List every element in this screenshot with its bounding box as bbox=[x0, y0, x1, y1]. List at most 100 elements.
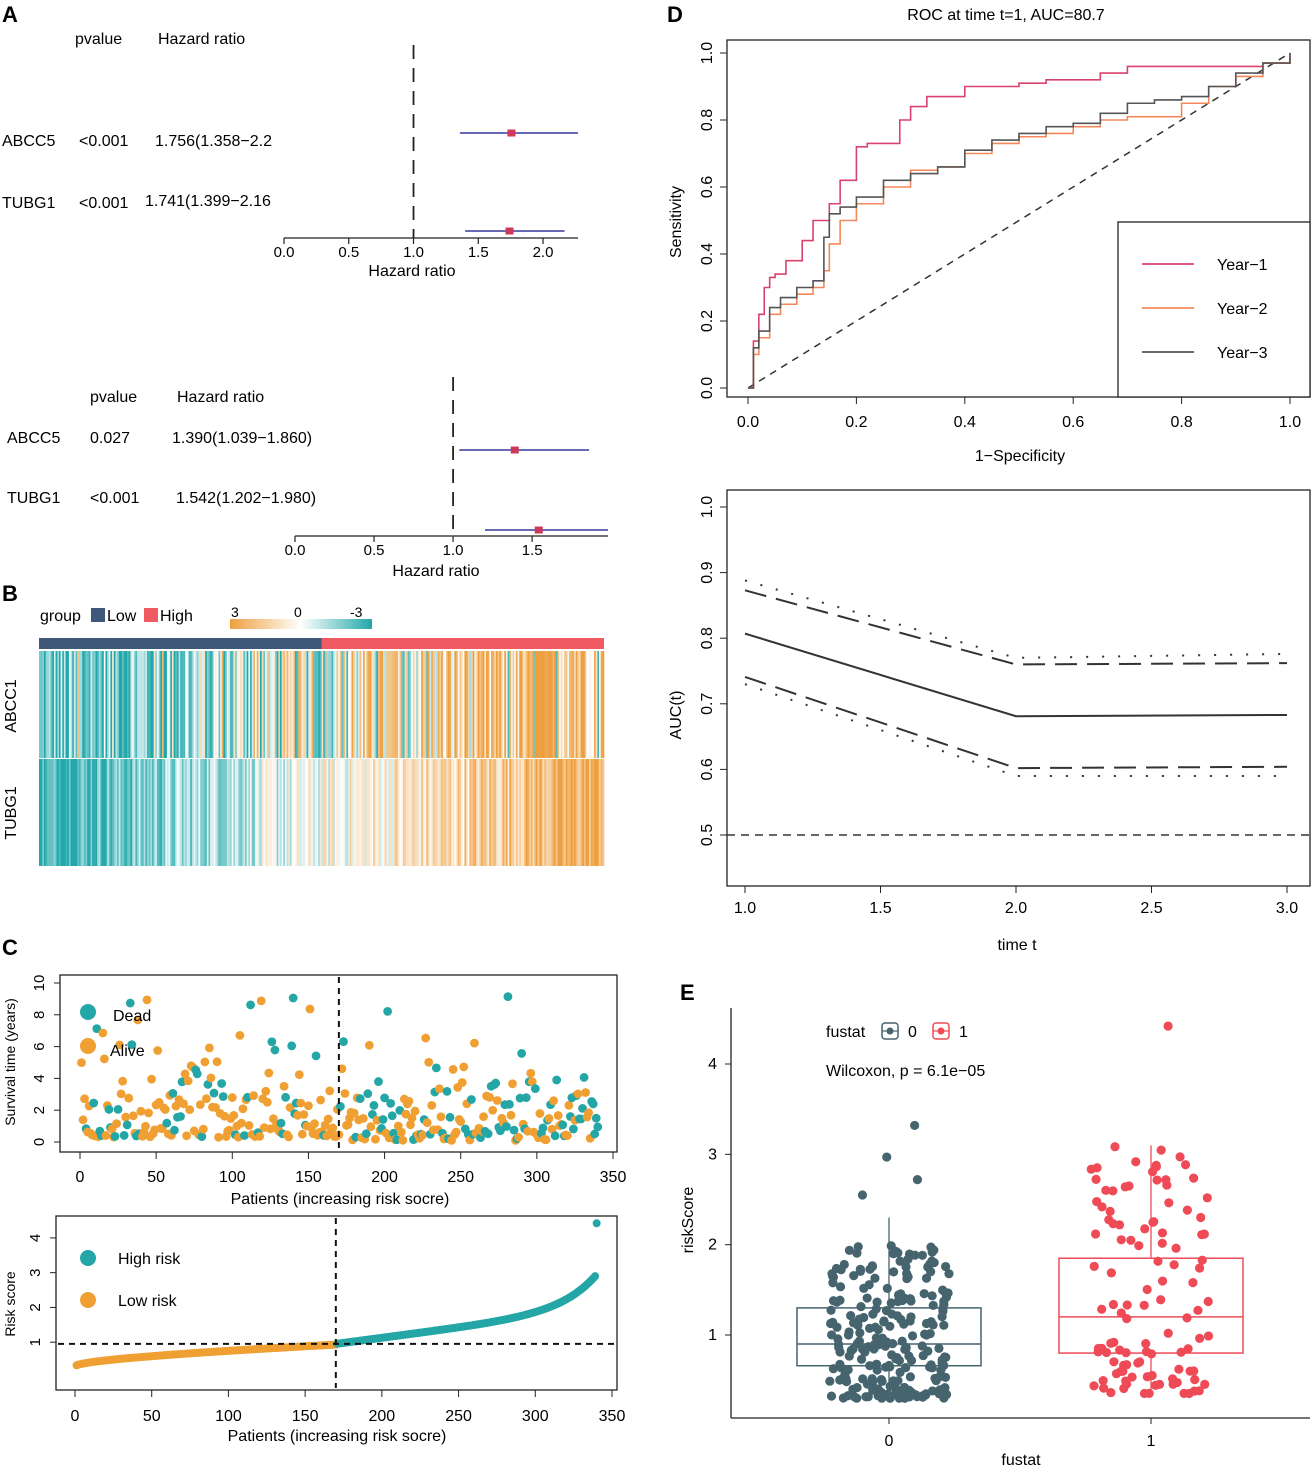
heatmap-cell bbox=[562, 651, 565, 758]
box-point-1 bbox=[1189, 1366, 1199, 1376]
heatmap-cell bbox=[246, 759, 249, 866]
c-top-ytick-label: 4 bbox=[31, 1074, 48, 1082]
heatmap-cell bbox=[98, 651, 101, 758]
heatmap-cell bbox=[195, 759, 198, 866]
box-point-1 bbox=[1157, 1276, 1168, 1286]
dead-point bbox=[209, 1088, 219, 1098]
heatmap-cell bbox=[401, 651, 404, 758]
heatmap-cell bbox=[48, 759, 51, 866]
heatmap-cell bbox=[391, 759, 394, 866]
heatmap-cell bbox=[281, 651, 284, 758]
alive-point bbox=[488, 1105, 498, 1115]
box-point-0 bbox=[871, 1304, 881, 1314]
box-point-1 bbox=[1154, 1379, 1165, 1389]
box-legend-title: fustat bbox=[826, 1024, 866, 1041]
heatmap-cell bbox=[226, 759, 229, 866]
box-point-1 bbox=[1195, 1333, 1205, 1343]
heatmap-cell bbox=[600, 651, 603, 758]
heatmap-cell bbox=[467, 651, 470, 758]
heatmap-cell bbox=[550, 651, 553, 758]
auc-ytick-label: 0.7 bbox=[699, 693, 716, 715]
alive-point bbox=[279, 1081, 289, 1091]
heatmap-cell bbox=[190, 759, 193, 866]
heatmap-cell bbox=[238, 759, 241, 866]
heatmap-cell bbox=[547, 651, 550, 758]
auc-xtick-label: 2.5 bbox=[1140, 900, 1162, 917]
heatmap-cell bbox=[574, 759, 577, 866]
heatmap-cell bbox=[112, 759, 115, 866]
box-point-1 bbox=[1163, 1328, 1173, 1338]
forest-tick-label: 2.0 bbox=[533, 244, 554, 261]
heatmap-cell bbox=[369, 651, 372, 758]
heatmap-cell bbox=[176, 651, 179, 758]
dead-point bbox=[281, 1092, 290, 1102]
dead-point bbox=[383, 1006, 393, 1016]
heatmap-cell bbox=[491, 759, 493, 866]
heatmap-cell bbox=[205, 651, 208, 758]
heatmap-cell bbox=[371, 759, 374, 866]
heatmap-cell bbox=[544, 651, 547, 758]
heatmap-cell bbox=[161, 651, 164, 758]
box-point-1 bbox=[1193, 1305, 1203, 1315]
heatmap-cell bbox=[535, 759, 538, 866]
heatmap-cell bbox=[291, 651, 294, 758]
heatmap-cell bbox=[349, 651, 352, 758]
heatmap-cell bbox=[241, 651, 244, 758]
heatmap-legend-title: group bbox=[40, 608, 81, 625]
c-top-xtick-label: 350 bbox=[600, 1169, 627, 1186]
heatmap-cell bbox=[368, 651, 370, 758]
heatmap-cell bbox=[261, 759, 264, 866]
alive-point bbox=[144, 1108, 153, 1118]
dead-point bbox=[218, 1092, 228, 1101]
heatmap-cell bbox=[575, 759, 578, 866]
alive-point bbox=[451, 1127, 461, 1137]
box-point-0 bbox=[929, 1258, 939, 1268]
box-point-0 bbox=[825, 1376, 835, 1386]
heatmap-cell bbox=[507, 759, 510, 866]
heatmap-cell bbox=[539, 759, 542, 866]
heatmap-cell bbox=[105, 651, 108, 758]
heatmap-cell bbox=[70, 759, 73, 866]
forest-tick-label: 0.0 bbox=[285, 542, 306, 559]
heatmap-row-label-1: TUBG1 bbox=[3, 786, 20, 839]
alive-point bbox=[398, 1135, 408, 1145]
heatmap-cell bbox=[125, 759, 128, 866]
alive-point bbox=[118, 1076, 128, 1086]
heatmap-cell bbox=[206, 759, 209, 866]
heatmap-cell bbox=[235, 651, 238, 758]
auc-ytick-label: 0.8 bbox=[699, 627, 716, 649]
heatmap-cell bbox=[359, 759, 362, 866]
box-ytick-label: 4 bbox=[708, 1056, 717, 1073]
box-legend-0: 0 bbox=[908, 1024, 917, 1041]
box-point-0 bbox=[907, 1331, 918, 1341]
heatmap-cell bbox=[173, 759, 176, 866]
heatmap-cell bbox=[120, 651, 123, 758]
heatmap-cell bbox=[92, 759, 95, 866]
heatmap-cell bbox=[268, 759, 271, 866]
heatmap-cell bbox=[102, 651, 105, 758]
box-point-1 bbox=[1124, 1181, 1134, 1191]
heatmap-cell bbox=[183, 651, 186, 758]
heatmap-cell bbox=[509, 759, 512, 866]
auc-ytick-label: 1.0 bbox=[699, 496, 716, 518]
c-bottom-xtick-label: 300 bbox=[522, 1408, 549, 1425]
c-bottom-ytick-label: 2 bbox=[27, 1303, 44, 1311]
auc-xlabel: time t bbox=[997, 937, 1037, 954]
heatmap-cell bbox=[140, 651, 143, 758]
heatmap-cell bbox=[100, 651, 103, 758]
heatmap-cell bbox=[515, 651, 518, 758]
heatmap-cell bbox=[333, 759, 336, 866]
dead-point bbox=[491, 1078, 501, 1088]
heatmap-cell bbox=[321, 651, 324, 758]
heatmap-cell bbox=[70, 651, 73, 758]
box-point-0 bbox=[917, 1250, 927, 1260]
heatmap-cell bbox=[464, 759, 467, 866]
box-point-0 bbox=[882, 1283, 892, 1294]
heatmap-cell bbox=[489, 651, 492, 758]
heatmap-cell bbox=[253, 651, 256, 758]
heatmap-cell bbox=[589, 651, 592, 758]
heatmap-cell bbox=[512, 651, 515, 758]
heatmap-cell bbox=[560, 759, 563, 866]
heatmap-cell bbox=[457, 651, 460, 758]
heatmap-cell bbox=[88, 651, 91, 758]
